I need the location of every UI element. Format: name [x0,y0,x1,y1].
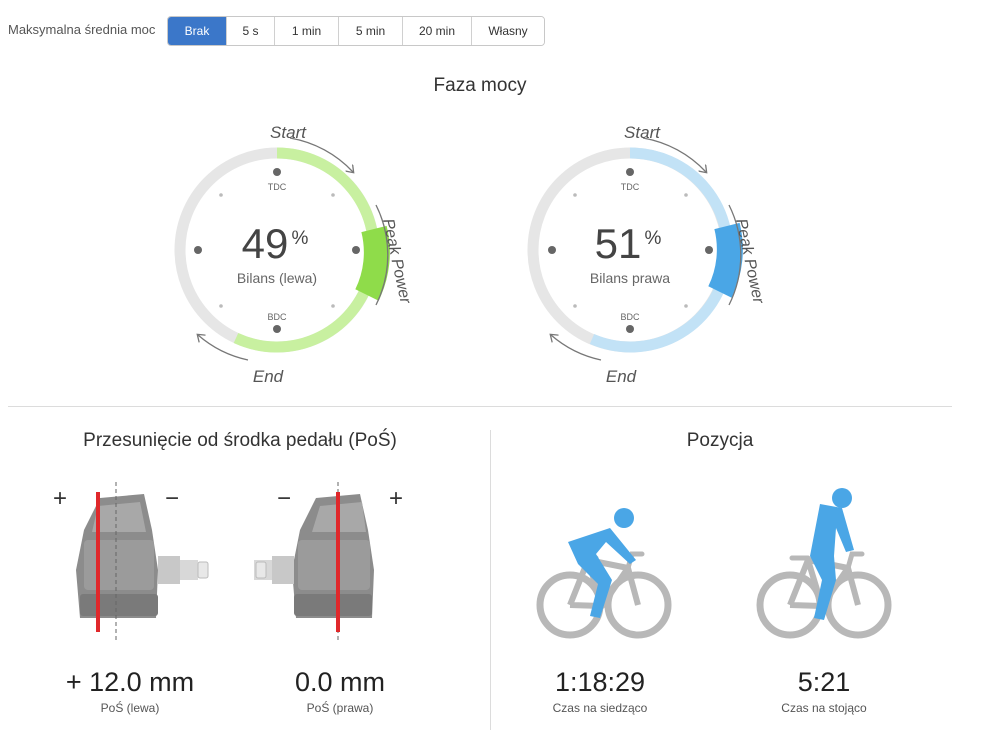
seated-rider-head [614,508,634,528]
right-tdc-dot [626,168,634,176]
right-tick [684,193,688,197]
left-dot-east [352,246,360,254]
standing-bike-seat-bars [789,551,865,571]
left-start-arrow [289,137,353,172]
right-peak-power-arc [708,222,743,298]
left-dot-west [194,246,202,254]
left-pedal-top [92,502,146,532]
left-power-phase-gauge: TDC BDC 49 % Bilans (lewa) Start End Pea… [174,123,414,386]
pedals-illustration: + − − + [53,482,403,640]
power-phase-title: Faza mocy [433,75,527,96]
standing-time-label: Czas na stojąco [781,701,867,715]
left-pedal-mid [84,540,154,590]
left-tdc-dot [273,168,281,176]
left-pco-label: PoŚ (lewa) [100,701,160,715]
left-pedal-axle-mid [180,560,198,580]
right-pedal-axle-base [272,556,294,584]
left-balance-unit: % [292,228,309,249]
filter-option-5min[interactable]: 5 min [339,17,403,45]
right-pco-value: 0.0 mm [294,667,386,697]
left-offset-line [96,492,100,632]
left-peak-power-arc [355,225,390,301]
left-tick [331,193,335,197]
left-pco-value: + 12.0 mm [65,667,195,697]
right-bdc-label: BDC [620,312,640,322]
position-title: Pozycja [686,430,754,451]
right-pco-label: PoŚ (prawa) [306,701,374,715]
left-tick [219,193,223,197]
right-tick [684,304,688,308]
left-pedal-bottom [80,594,158,616]
filter-option-none[interactable]: Brak [168,17,227,45]
left-balance-value: 49 [242,220,289,267]
filter-option-custom[interactable]: Własny [472,17,544,45]
left-pedal-axle-base [158,556,180,584]
right-minus-sign: − [277,485,291,512]
left-plus-sign: + [53,485,67,512]
riding-position-illustration [536,488,892,639]
seated-cyclist-icon [536,508,672,639]
right-pedal-bottom [294,594,372,616]
right-offset-line [336,492,340,632]
left-pedal-axle-tip [197,561,209,579]
max-avg-power-segmented-control: Brak 5 s 1 min 5 min 20 min Własny [167,16,545,46]
left-end-arrow [198,335,249,361]
left-balance-label: Bilans (lewa) [237,270,317,286]
column-divider [490,430,491,730]
left-pedal-icon: + − [53,482,209,640]
left-end-label: End [253,367,284,386]
right-end-label: End [606,367,637,386]
left-bdc-dot [273,325,281,333]
filter-option-20min[interactable]: 20 min [403,17,472,45]
left-tdc-label: TDC [268,182,287,192]
standing-rider-head [832,488,852,508]
seated-front-wheel [604,571,672,639]
right-start-arrow [642,137,706,172]
seated-rider-body [568,528,636,618]
right-balance-label: Bilans prawa [590,270,670,286]
right-dot-west [548,246,556,254]
right-pedal-mid [298,540,370,590]
power-phase-gauges: TDC BDC 49 % Bilans (lewa) Start End Pea… [174,123,767,386]
section-divider [8,406,952,407]
left-bdc-label: BDC [267,312,287,322]
right-plus-sign: + [389,485,403,512]
right-start-label: Start [624,123,661,142]
right-end-arrow [551,335,602,361]
right-dot-east [705,246,713,254]
right-bdc-dot [626,325,634,333]
left-tick [219,304,223,308]
standing-time-value: 5:21 [797,667,851,697]
filter-option-5s[interactable]: 5 s [227,17,275,45]
left-start-label: Start [270,123,307,142]
seated-time-value: 1:18:29 [554,667,646,697]
right-tick [573,304,577,308]
right-balance-value: 51 [595,220,642,267]
standing-rider-body [810,504,854,620]
right-tick [573,193,577,197]
right-tdc-label: TDC [621,182,640,192]
standing-cyclist-icon [756,488,892,639]
platform-offset-title: Przesunięcie od środka pedału (PoŚ) [83,430,397,451]
right-pedal-icon: − + [254,482,403,640]
right-power-phase-gauge: TDC BDC 51 % Bilans prawa Start End Peak… [527,123,767,386]
max-avg-power-label: Maksymalna średnia moc [8,22,156,37]
right-balance-unit: % [645,228,662,249]
left-minus-sign: − [165,485,179,512]
seated-time-label: Czas na siedząco [552,701,648,715]
left-tick [331,304,335,308]
right-pedal-axle-tip [255,561,267,579]
left-peak-bracket [375,204,389,306]
filter-option-1min[interactable]: 1 min [275,17,339,45]
right-peak-bracket [728,204,742,306]
